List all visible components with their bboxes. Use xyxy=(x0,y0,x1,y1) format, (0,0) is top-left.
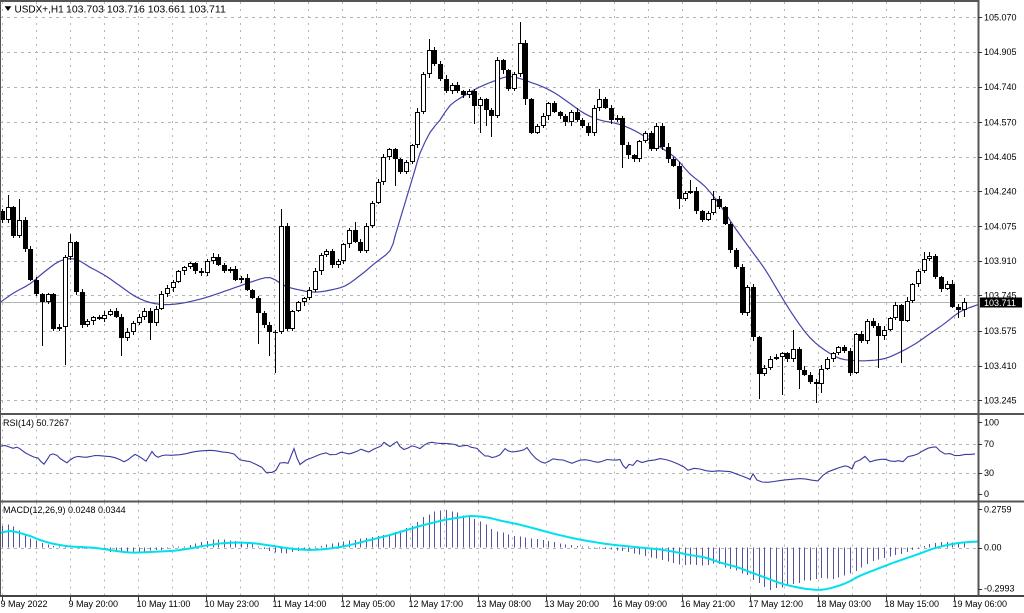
svg-text:12 May 05:00: 12 May 05:00 xyxy=(341,599,396,609)
svg-text:104.905: 104.905 xyxy=(984,47,1017,57)
svg-text:70: 70 xyxy=(984,439,994,449)
svg-text:12 May 17:00: 12 May 17:00 xyxy=(409,599,464,609)
svg-text:9 May 2022: 9 May 2022 xyxy=(1,599,48,609)
svg-text:18 May 15:00: 18 May 15:00 xyxy=(885,599,940,609)
svg-text:MACD(12,26,9) 0.0248 0.0344: MACD(12,26,9) 0.0248 0.0344 xyxy=(3,505,126,515)
svg-text:0.00: 0.00 xyxy=(984,543,1002,553)
svg-text:USDX+,H1: USDX+,H1 xyxy=(15,4,65,15)
svg-text:105.070: 105.070 xyxy=(984,13,1017,23)
svg-text:104.405: 104.405 xyxy=(984,152,1017,162)
svg-text:30: 30 xyxy=(984,468,994,478)
svg-text:103.910: 103.910 xyxy=(984,256,1017,266)
svg-text:103.575: 103.575 xyxy=(984,326,1017,336)
svg-text:104.240: 104.240 xyxy=(984,187,1017,197)
svg-text:10 May 23:00: 10 May 23:00 xyxy=(205,599,260,609)
svg-text:17 May 12:00: 17 May 12:00 xyxy=(749,599,804,609)
svg-text:18 May 03:00: 18 May 03:00 xyxy=(817,599,872,609)
svg-text:16 May 21:00: 16 May 21:00 xyxy=(681,599,736,609)
svg-text:103.410: 103.410 xyxy=(984,361,1017,371)
svg-text:103.703 103.716 103.661 103.71: 103.703 103.716 103.661 103.711 xyxy=(66,3,226,15)
svg-text:104.740: 104.740 xyxy=(984,82,1017,92)
svg-text:13 May 08:00: 13 May 08:00 xyxy=(477,599,532,609)
svg-text:103.711: 103.711 xyxy=(984,298,1016,308)
svg-text:19 May 06:00: 19 May 06:00 xyxy=(953,599,1008,609)
svg-text:104.075: 104.075 xyxy=(984,221,1017,231)
svg-text:100: 100 xyxy=(984,418,999,428)
svg-text:103.745: 103.745 xyxy=(984,291,1017,301)
svg-text:16 May 09:00: 16 May 09:00 xyxy=(613,599,668,609)
svg-text:104.570: 104.570 xyxy=(984,117,1017,127)
svg-text:9 May 20:00: 9 May 20:00 xyxy=(69,599,119,609)
svg-text:11 May 14:00: 11 May 14:00 xyxy=(273,599,327,609)
svg-text:13 May 20:00: 13 May 20:00 xyxy=(545,599,600,609)
svg-text:-0.2993: -0.2993 xyxy=(984,584,1015,594)
svg-text:0.2759: 0.2759 xyxy=(984,504,1012,514)
svg-text:RSI(14) 50.7267: RSI(14) 50.7267 xyxy=(3,418,69,428)
svg-text:10 May 11:00: 10 May 11:00 xyxy=(137,599,191,609)
svg-text:103.245: 103.245 xyxy=(984,395,1017,405)
svg-text:0: 0 xyxy=(984,489,989,499)
